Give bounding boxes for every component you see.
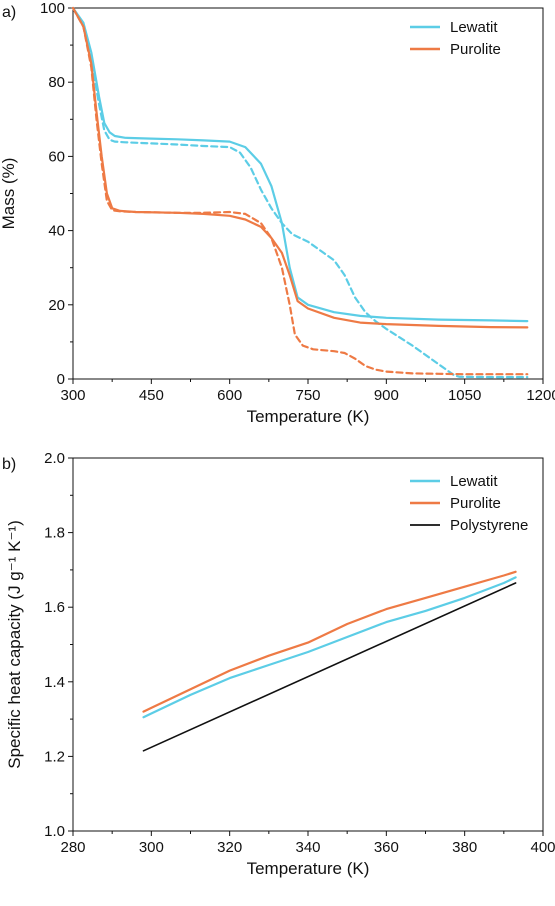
x-tick-label: 280 <box>60 839 85 856</box>
y-tick-label: 100 <box>40 0 65 17</box>
y-tick-label: 2.0 <box>44 450 65 467</box>
x-tick-label: 1050 <box>448 387 481 404</box>
series-line-lewatit-solid <box>71 6 529 323</box>
plot-frame <box>72 7 544 380</box>
legend-label-purolite: Purolite <box>450 41 501 58</box>
y-tick-label: 1.8 <box>44 525 65 542</box>
plot-frame <box>72 457 544 832</box>
x-tick-label: 600 <box>217 387 242 404</box>
series-line-lewatit-solid <box>142 576 517 719</box>
series-line-purolite-dashed <box>71 6 529 376</box>
legend-label-lewatit: Lewatit <box>450 19 498 36</box>
y-tick-label: 1.4 <box>44 674 65 691</box>
y-tick-label: 80 <box>48 74 65 91</box>
chart-panel-b: 280 300 320 340 360 380 400 1.0 1.2 1.4 1.6 1.8 2.0 T… <box>5 450 555 878</box>
y-tick-label: 1.6 <box>44 599 65 616</box>
x-tick-label: 400 <box>530 839 555 856</box>
x-tick-label: 450 <box>139 387 164 404</box>
x-tick-label: 360 <box>374 839 399 856</box>
panel-b-label: b) <box>2 456 17 473</box>
x-tick-label: 300 <box>60 387 85 404</box>
y-tick-label: 1.2 <box>44 748 65 765</box>
y-tick-label: 60 <box>48 148 65 165</box>
y-tick-label: 20 <box>48 297 65 314</box>
y-tick-label: 1.0 <box>44 823 65 840</box>
x-axis-label: Temperature (K) <box>247 407 370 426</box>
legend-label-polystyrene: Polystyrene <box>450 517 528 534</box>
x-tick-label: 300 <box>139 839 164 856</box>
x-tick-label: 900 <box>374 387 399 404</box>
series-line-lewatit-dashed <box>71 6 529 379</box>
x-tick-label: 320 <box>217 839 242 856</box>
x-tick-label: 380 <box>452 839 477 856</box>
y-axis-label: Specific heat capacity (J g⁻¹ K⁻¹) <box>5 520 24 768</box>
x-axis-label: Temperature (K) <box>247 859 370 878</box>
series-line-purolite-solid <box>142 570 517 713</box>
legend-label-purolite: Purolite <box>450 495 501 512</box>
series-line-polystyrene-solid <box>142 582 517 752</box>
x-tick-label: 340 <box>295 839 320 856</box>
legend-label-lewatit: Lewatit <box>450 473 498 490</box>
y-tick-label: 40 <box>48 223 65 240</box>
y-tick-label: 0 <box>57 371 65 388</box>
x-tick-label: 750 <box>295 387 320 404</box>
y-axis-label: Mass (%) <box>0 158 18 230</box>
panel-a-label: a) <box>2 4 17 21</box>
